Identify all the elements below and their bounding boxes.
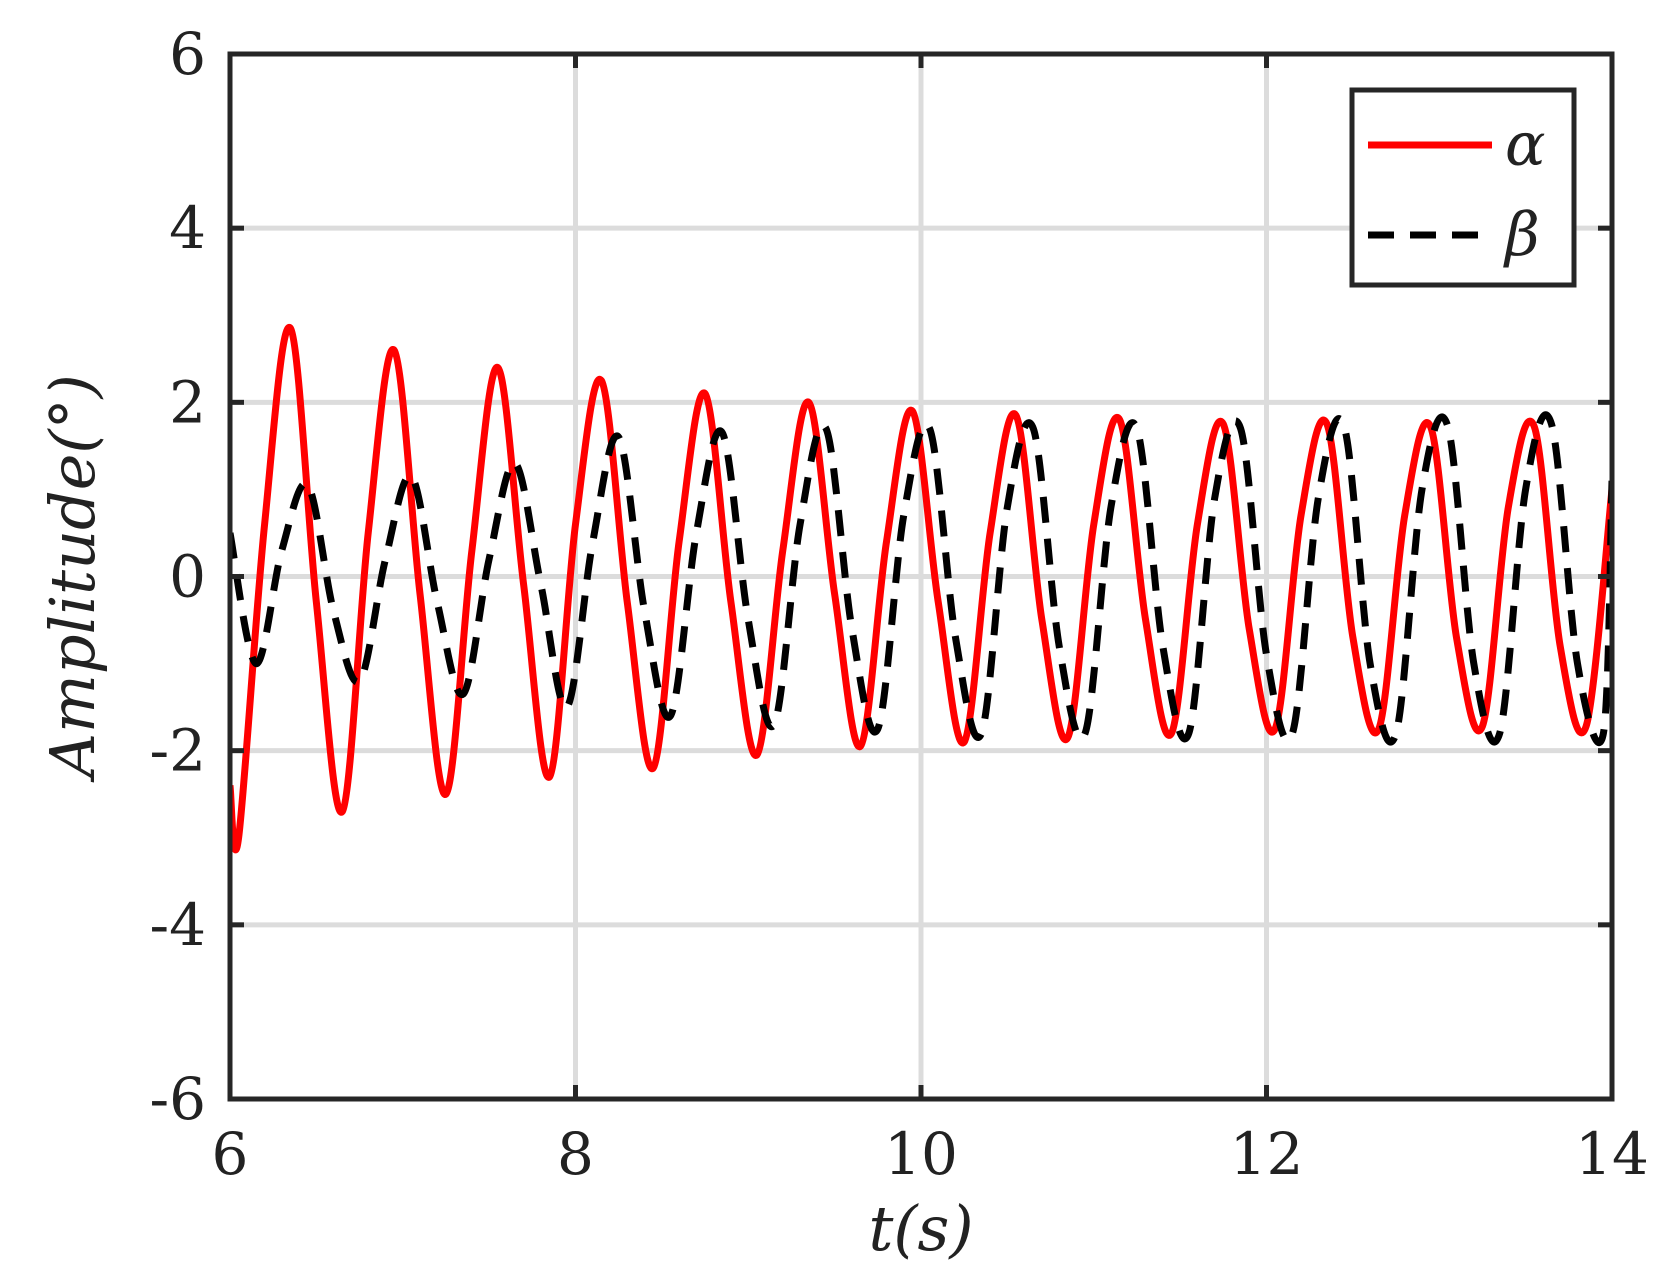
y-tick-label: 4 xyxy=(169,194,206,262)
x-tick-labels: 6 8 10 12 14 xyxy=(212,1120,1649,1188)
legend: α β xyxy=(1349,87,1577,288)
series-line-alpha xyxy=(230,323,1612,854)
legend-label-alpha: α xyxy=(1505,110,1546,180)
legend-box xyxy=(1349,87,1577,288)
legend-label-beta: β xyxy=(1503,200,1540,270)
x-tick-label: 12 xyxy=(1230,1120,1304,1188)
y-tick-label: -2 xyxy=(150,717,207,785)
y-tick-label: 0 xyxy=(169,543,206,611)
x-tick-label: 10 xyxy=(884,1120,958,1188)
x-tick-label: 8 xyxy=(557,1120,594,1188)
x-tick-label: 6 xyxy=(212,1120,249,1188)
x-axis-label: t(s) xyxy=(868,1192,973,1265)
y-tick-label: 2 xyxy=(169,368,206,436)
series-line-beta xyxy=(230,411,1612,746)
y-tick-label: -6 xyxy=(150,1065,207,1133)
y-tick-labels: -6 -4 -2 0 2 4 6 xyxy=(150,20,207,1133)
x-tick-label: 14 xyxy=(1575,1120,1649,1188)
data-series-layer xyxy=(230,323,1612,854)
y-tick-label: -4 xyxy=(150,891,207,959)
axis-ticks xyxy=(227,51,1615,1102)
y-tick-label: 6 xyxy=(169,20,206,88)
y-axis-label: Amplitude(°) xyxy=(36,374,109,783)
